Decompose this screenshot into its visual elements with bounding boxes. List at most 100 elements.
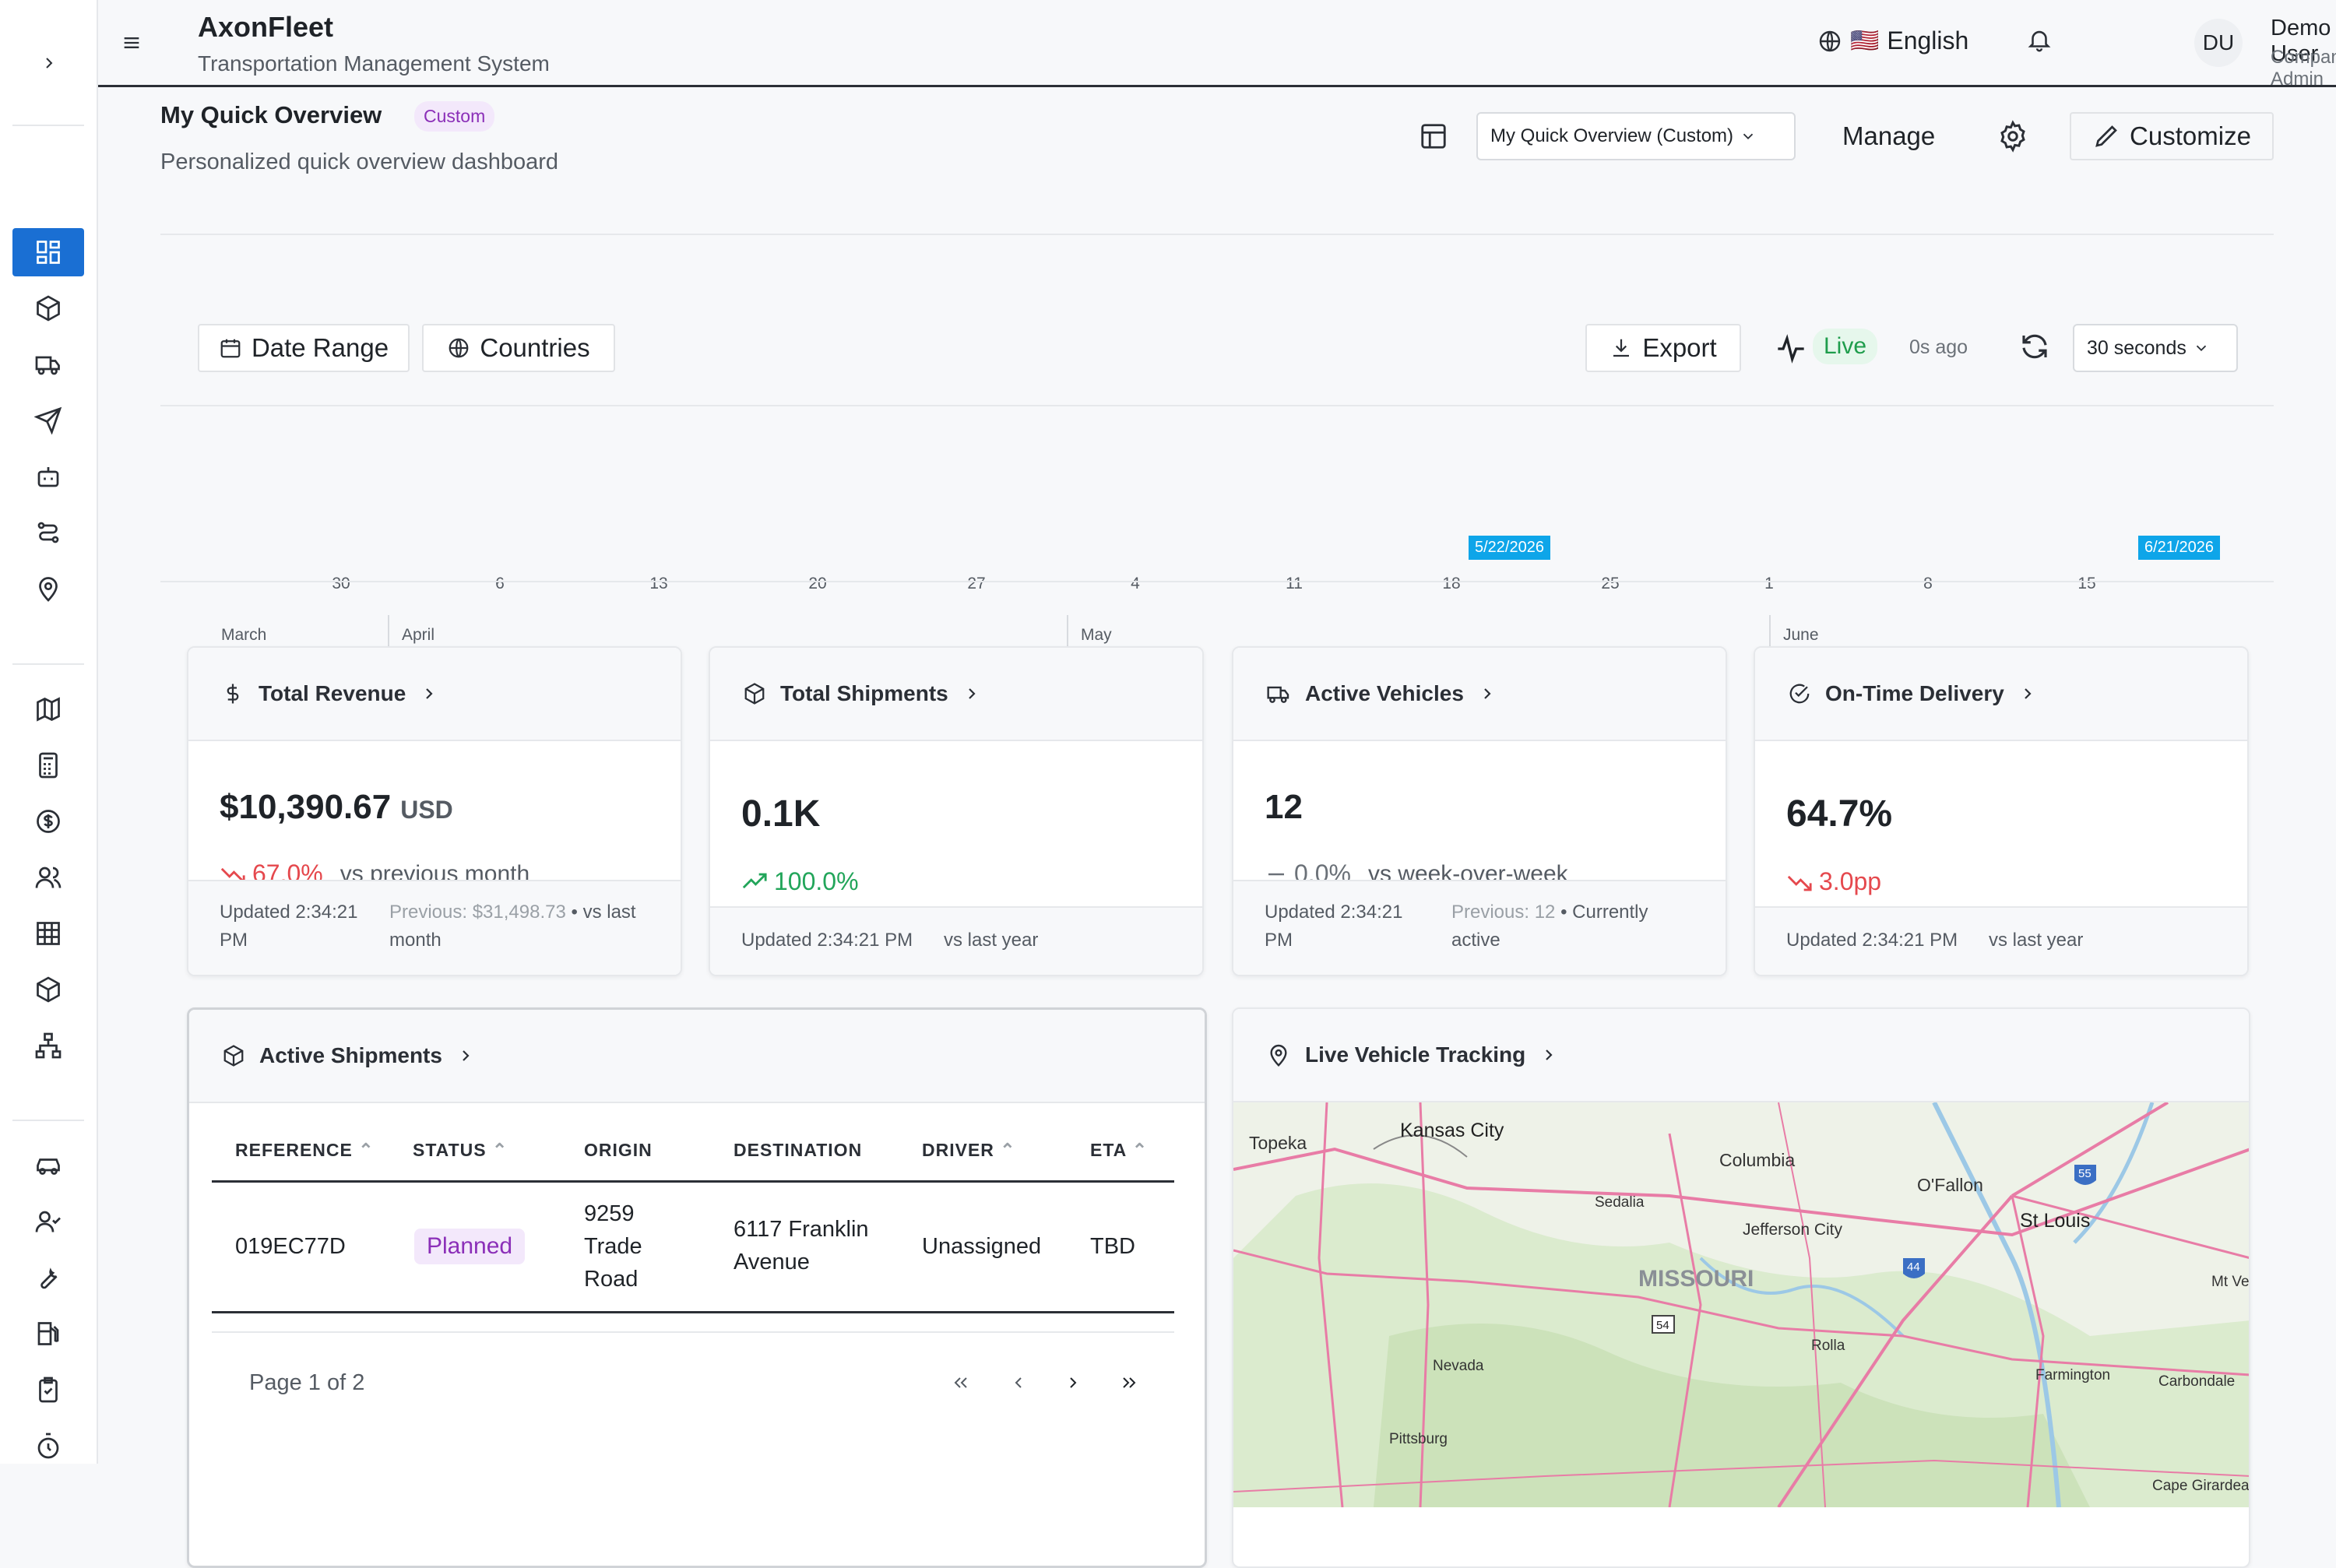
timeline-day: 6 <box>495 575 505 592</box>
menu-button[interactable] <box>114 25 150 61</box>
sidebar-item-fuel[interactable] <box>12 1310 84 1358</box>
refresh-interval-select[interactable]: 30 seconds <box>2073 324 2238 372</box>
card-title: Total Shipments <box>780 681 948 705</box>
kpi-card-ontime[interactable]: On-Time Delivery 64.7% 3.0pp Updated 2:3… <box>1754 646 2249 976</box>
card-header[interactable]: Live Vehicle Tracking <box>1233 1009 2249 1102</box>
card-title: Total Revenue <box>259 681 406 705</box>
date-range-button[interactable]: Date Range <box>198 324 410 372</box>
card-header[interactable]: Active Shipments <box>189 1010 1205 1103</box>
notifications-button[interactable] <box>2026 26 2053 53</box>
kpi-previous: Previous: 12 • Currently active <box>1451 898 1701 955</box>
kpi-delta-value: 100.0% <box>774 867 859 895</box>
layout-button[interactable] <box>1419 121 1448 151</box>
sidebar-item-automation[interactable] <box>12 452 84 501</box>
timeline-separator <box>1769 615 1771 666</box>
kpi-delta: 3.0pp <box>1786 867 1881 896</box>
kpi-delta: 100.0% <box>741 867 859 896</box>
sidebar-item-inventory[interactable] <box>12 965 84 1014</box>
sidebar-item-maps[interactable] <box>12 685 84 733</box>
map-label-cape-girardeau: Cape Girardeau <box>2152 1478 2250 1494</box>
column-header-destination[interactable]: DESTINATION <box>734 1140 863 1160</box>
manage-button[interactable]: Manage <box>1842 121 1936 150</box>
sidebar-item-shipments[interactable] <box>12 284 84 332</box>
minus-icon <box>1268 873 1284 875</box>
last-updated: 0s ago <box>1909 336 1968 358</box>
dollar-icon <box>227 684 239 704</box>
card-footer: Updated 2:34:21 PM Previous: 12 • Curren… <box>1233 880 1726 975</box>
calculator-icon <box>39 752 58 779</box>
top-header: AxonFleet Transportation Management Syst… <box>98 0 2336 90</box>
last-page-button[interactable] <box>1113 1367 1145 1398</box>
kpi-card-vehicles[interactable]: Active Vehicles 12 0.0% vs week-over-wee… <box>1232 646 1727 976</box>
kpi-previous-value: Previous: 12 <box>1451 902 1556 923</box>
kpi-context: vs last year <box>944 930 1039 951</box>
kpi-card-revenue[interactable]: Total Revenue $10,390.67 USD 67.0% vs pre… <box>187 646 682 976</box>
export-label: Export <box>1642 333 1717 362</box>
customize-label: Customize <box>2130 121 2251 150</box>
timeline-day: 27 <box>967 575 986 592</box>
export-button[interactable]: Export <box>1585 324 1741 372</box>
chevron-right-icon <box>1070 1377 1077 1388</box>
sidebar-item-drivers[interactable] <box>12 1197 84 1246</box>
settings-button[interactable] <box>1997 120 2029 153</box>
countries-button[interactable]: Countries <box>422 324 615 372</box>
vehicle-map[interactable]: Topeka Kansas City Columbia Sedalia O'Fa… <box>1233 1102 2250 1507</box>
gear-icon <box>2000 120 2025 153</box>
map-canvas: Topeka Kansas City Columbia Sedalia O'Fa… <box>1233 1102 2250 1507</box>
column-header-eta[interactable]: ETA ⌃ <box>1090 1140 1148 1161</box>
sidebar-item-maintenance[interactable] <box>12 1253 84 1302</box>
sidebar-item-users[interactable] <box>12 853 84 902</box>
dashboard-select[interactable]: My Quick Overview (Custom) <box>1476 112 1796 160</box>
map-pin-icon <box>39 577 58 602</box>
first-page-button[interactable] <box>945 1367 976 1398</box>
sidebar-item-tables[interactable] <box>12 909 84 958</box>
timeline-month: March <box>221 626 267 644</box>
sidebar-item-dispatch[interactable] <box>12 396 84 445</box>
chevron-right-icon <box>2025 688 2032 699</box>
next-page-button[interactable] <box>1057 1367 1089 1398</box>
kpi-card-shipments[interactable]: Total Shipments 0.1K 100.0% Updated 2:34… <box>709 646 1204 976</box>
kpi-previous-value: Previous: $31,498.73 <box>389 902 566 923</box>
grid-icon <box>37 922 60 945</box>
chevron-right-icon <box>463 1050 470 1061</box>
app-title: AxonFleet <box>198 11 334 43</box>
package-icon <box>744 683 765 705</box>
kpi-value: 64.7% <box>1786 793 1893 835</box>
card-title: Active Shipments <box>259 1043 442 1067</box>
network-icon <box>35 1032 62 1059</box>
sidebar-item-network[interactable] <box>12 1021 84 1070</box>
sidebar-item-locations[interactable] <box>12 564 84 613</box>
language-selector[interactable]: 🇺🇸 English <box>1817 26 1968 55</box>
customize-button[interactable]: Customize <box>2070 112 2274 160</box>
sidebar-item-routes[interactable] <box>12 508 84 557</box>
user-name[interactable]: Demo User <box>2271 16 2331 66</box>
sidebar-item-vehicles[interactable] <box>12 1141 84 1190</box>
prev-page-button[interactable] <box>1003 1367 1034 1398</box>
card-footer: Updated 2:34:21 PM vs last year <box>1755 906 2247 975</box>
divider <box>160 405 2274 406</box>
date-timeline[interactable]: 5/22/2026 6/21/2026 30 6 13 20 27 4 11 1… <box>160 430 2274 666</box>
refresh-button[interactable] <box>2018 330 2051 363</box>
chevron-right-icon <box>968 688 976 699</box>
sidebar-item-inspections[interactable] <box>12 1366 84 1414</box>
flag-icon: 🇺🇸 <box>1850 28 1880 54</box>
sidebar-item-finance[interactable] <box>12 797 84 846</box>
map-label-carbondale: Carbondale <box>2158 1373 2235 1390</box>
sidebar-item-billing[interactable] <box>12 741 84 789</box>
column-header-origin[interactable]: ORIGIN <box>584 1140 653 1160</box>
timeline-marker-start[interactable]: 5/22/2026 <box>1469 536 1550 560</box>
column-header-reference[interactable]: REFERENCE ⌃ <box>235 1140 375 1161</box>
timeline-marker-end[interactable]: 6/21/2026 <box>2138 536 2220 560</box>
chevron-right-icon <box>46 58 53 69</box>
column-header-driver[interactable]: DRIVER ⌃ <box>922 1140 1016 1161</box>
card-title: On-Time Delivery <box>1825 681 2004 705</box>
kpi-context: vs last year <box>1989 930 2084 951</box>
avatar[interactable]: DU <box>2194 19 2243 67</box>
sidebar-item-dashboard[interactable] <box>12 228 84 276</box>
sidebar-item-fleet[interactable] <box>12 340 84 388</box>
column-header-status[interactable]: STATUS ⌃ <box>413 1140 508 1161</box>
layout-icon <box>1421 124 1446 149</box>
sidebar-expand-button[interactable] <box>31 45 67 81</box>
sidebar-item-timers[interactable] <box>12 1422 84 1470</box>
kpi-updated: Updated 2:34:21 PM <box>1786 930 1958 951</box>
